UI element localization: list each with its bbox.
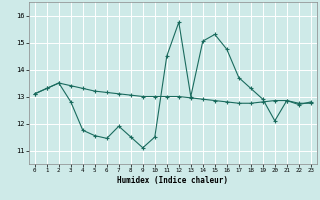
X-axis label: Humidex (Indice chaleur): Humidex (Indice chaleur) [117, 176, 228, 185]
